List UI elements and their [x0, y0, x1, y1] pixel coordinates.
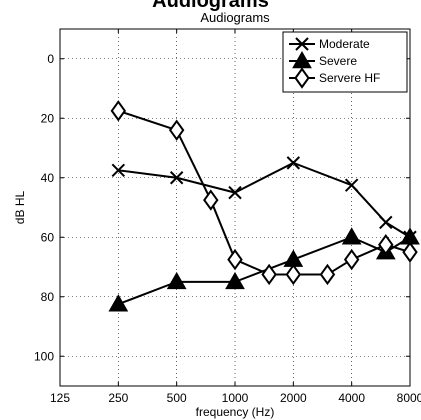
data-point-diamond	[343, 248, 360, 271]
data-point-diamond	[378, 233, 394, 256]
data-point-x	[379, 215, 393, 230]
y-tick-label: 60	[41, 230, 55, 244]
data-point-diamond	[261, 263, 277, 286]
data-point-x	[228, 185, 242, 200]
y-axis-label: dB HL	[13, 191, 27, 225]
y-tick-label: 0	[47, 52, 54, 66]
data-point-diamond	[227, 248, 243, 271]
x-tick-label: 500	[167, 391, 187, 405]
data-point-diamond	[402, 241, 418, 263]
series-line	[118, 109, 411, 276]
page-title: Audiograms	[152, 0, 269, 12]
data-point-x	[344, 178, 359, 192]
data-point-triangle	[225, 271, 245, 290]
data-point-triangle	[108, 294, 129, 312]
y-tick-label: 20	[41, 111, 55, 125]
x-tick-label: 4000	[338, 391, 365, 405]
data-point-diamond	[203, 189, 219, 211]
legend-marker	[294, 67, 310, 89]
series-x	[111, 156, 417, 244]
legend-label: Severe	[319, 54, 357, 68]
y-tick-label: 40	[41, 171, 55, 185]
chart-title: Audiograms	[200, 10, 270, 25]
legend-item: Moderate	[289, 37, 370, 51]
x-tick-label: 250	[108, 391, 128, 405]
legend-item: Servere HF	[289, 67, 380, 89]
y-tick-label: 80	[41, 290, 55, 304]
data-point-triangle	[341, 227, 362, 245]
axis-ticks: 125 250 500 1000 2000 4000 8000 0 20 40 60 80 100	[34, 29, 421, 405]
series-diamond	[110, 100, 418, 286]
legend-label: Moderate	[319, 37, 370, 51]
x-tick-label: 125	[50, 391, 70, 405]
x-axis-label: frequency (Hz)	[196, 405, 275, 419]
data-point-x	[286, 156, 301, 170]
series-triangle	[108, 227, 420, 312]
series-line	[118, 161, 411, 239]
series-layer	[108, 100, 420, 312]
data-point-diamond	[110, 100, 127, 122]
data-point-triangle	[166, 271, 187, 290]
data-point-diamond	[319, 263, 336, 286]
data-point-x	[111, 163, 126, 178]
legend-marker	[295, 37, 309, 51]
data-point-diamond	[285, 263, 302, 286]
data-point-diamond	[168, 119, 185, 141]
x-tick-label: 2000	[280, 391, 307, 405]
x-tick-label: 8000	[397, 391, 421, 405]
legend-label: Servere HF	[319, 71, 380, 85]
legend-item: Severe	[289, 50, 357, 69]
x-tick-label: 1000	[222, 391, 249, 405]
data-point-x	[169, 171, 184, 185]
y-tick-label: 100	[34, 349, 54, 363]
legend: Moderate Severe Servere HF	[282, 31, 408, 93]
